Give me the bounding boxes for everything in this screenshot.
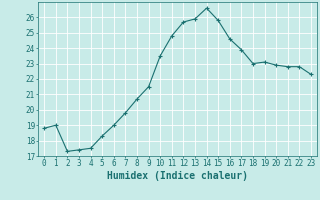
X-axis label: Humidex (Indice chaleur): Humidex (Indice chaleur) — [107, 171, 248, 181]
